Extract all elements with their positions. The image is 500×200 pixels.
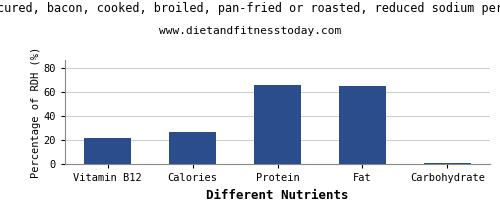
Text: www.dietandfitnesstoday.com: www.dietandfitnesstoday.com	[159, 26, 341, 36]
Bar	[424, 163, 470, 164]
Bar	[84, 138, 131, 164]
Bar	[169, 132, 216, 164]
Bar	[339, 86, 386, 164]
Bar	[254, 85, 301, 164]
X-axis label: Different Nutrients: Different Nutrients	[206, 189, 349, 200]
Y-axis label: Percentage of RDH (%): Percentage of RDH (%)	[30, 46, 40, 178]
Text: cured, bacon, cooked, broiled, pan-fried or roasted, reduced sodium per: cured, bacon, cooked, broiled, pan-fried…	[0, 2, 500, 15]
